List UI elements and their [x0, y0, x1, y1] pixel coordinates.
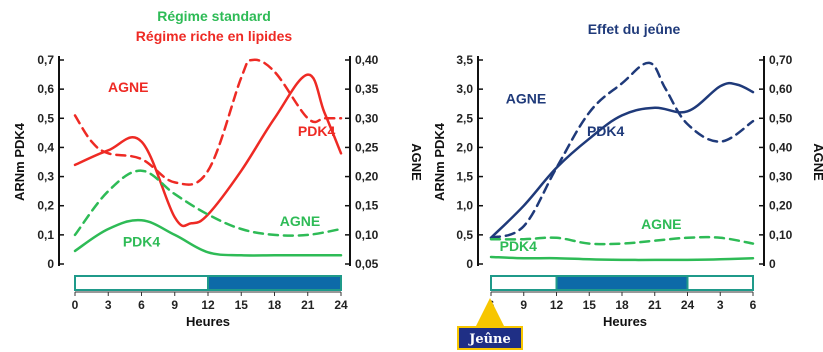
series-line-pdk4-solid — [489, 81, 755, 240]
series-label: AGNE — [641, 216, 681, 232]
y-right-tick-label: 0,40 — [355, 53, 379, 67]
series-line-agne-dashed — [73, 169, 343, 237]
x-tick-label: 15 — [235, 298, 249, 312]
y-left-tick-label: 0,5 — [456, 228, 473, 242]
y-left-tick-label: 3,0 — [456, 82, 473, 96]
x-tick-label: 3 — [105, 298, 112, 312]
y-right-tick-label: 0,60 — [769, 82, 793, 96]
x-axis-title: Heures — [603, 314, 647, 329]
x-tick-label: 9 — [520, 298, 527, 312]
time-bar-dark-segment — [207, 275, 342, 291]
chart-title-line-1: Effet du jeûne — [588, 21, 681, 37]
series-line-pdk4-solid — [73, 73, 343, 228]
series-label: AGNE — [108, 79, 148, 95]
x-tick-label: 18 — [268, 298, 282, 312]
y-left-tick-label: 0,7 — [37, 53, 54, 67]
y-left-tick-label: 0,6 — [37, 82, 54, 96]
time-bar-light-segment — [686, 275, 754, 291]
fasting-badge — [457, 326, 523, 350]
y-left-tick-label: 0 — [47, 257, 54, 271]
y-right-tick-label: 0,25 — [355, 140, 379, 154]
x-tick-label: 18 — [615, 298, 629, 312]
time-bar-dark-segment — [555, 275, 689, 291]
chart-regime: Régime standard Régime riche en lipides … — [12, 8, 424, 329]
y-left-tick-label: 1,0 — [456, 199, 473, 213]
y-left-tick-label: 0 — [466, 257, 473, 271]
y-right-tick-label: 0,10 — [355, 228, 379, 242]
y-axis-left-title: ARNm PDK4 — [432, 122, 447, 201]
x-tick-label: 3 — [717, 298, 724, 312]
series-label: PDK4 — [123, 234, 161, 250]
plot-area: 0 0,1 0,2 0,3 0,4 0,5 0,6 0,7 0,05 0,10 0,15 0,20 0,… — [37, 53, 378, 312]
series-label: PDK4 — [587, 123, 625, 139]
x-axis-title: Heures — [186, 314, 230, 329]
y-right-tick-label: 0,50 — [769, 111, 793, 125]
y-axis-left-title: ARNm PDK4 — [12, 122, 27, 201]
y-left-tick-label: 0,5 — [37, 111, 54, 125]
x-tick-label: 21 — [648, 298, 662, 312]
y-left-tick-label: 0,4 — [37, 140, 54, 154]
x-tick-label: 0 — [72, 298, 79, 312]
series-line-pdk4-solid — [73, 218, 343, 257]
y-left-tick-label: 0,3 — [37, 170, 54, 184]
series-label: PDK4 — [298, 123, 336, 139]
series-line-agne-dashed — [73, 58, 343, 186]
y-axis-right-title: AGNE — [811, 143, 823, 181]
y-left-tick-label: 1,5 — [456, 170, 473, 184]
time-bar-light-segment — [490, 275, 558, 291]
y-right-tick-label: 0,20 — [355, 170, 379, 184]
y-right-tick-label: 0,05 — [355, 257, 379, 271]
y-left-tick-label: 2,5 — [456, 111, 473, 125]
y-left-tick-label: 2,0 — [456, 140, 473, 154]
series-label: AGNE — [506, 91, 546, 107]
y-right-tick-label: 0,10 — [769, 228, 793, 242]
y-left-tick-label: 3,5 — [456, 53, 473, 67]
y-right-tick-label: 0,30 — [769, 170, 793, 184]
y-axis-right-title: AGNE — [409, 143, 424, 181]
x-tick-label: 15 — [583, 298, 597, 312]
x-tick-label: 12 — [550, 298, 564, 312]
series-line-pdk4-solid — [489, 255, 755, 262]
x-tick-label: 6 — [488, 298, 495, 312]
chart-title-line-1: Régime standard — [157, 8, 271, 24]
y-right-tick-label: 0,35 — [355, 82, 379, 96]
series-label: PDK4 — [500, 238, 538, 254]
x-tick-label: 21 — [301, 298, 315, 312]
x-tick-label: 24 — [681, 298, 695, 312]
x-tick-label: 9 — [171, 298, 178, 312]
y-right-tick-label: 0,20 — [769, 199, 793, 213]
y-right-tick-label: 0,40 — [769, 140, 793, 154]
y-right-tick-label: 0,15 — [355, 199, 379, 213]
y-right-tick-label: 0,70 — [769, 53, 793, 67]
time-bar-light-segment — [74, 275, 209, 291]
y-left-tick-label: 0,1 — [37, 228, 54, 242]
series-label: AGNE — [280, 213, 320, 229]
chart-jeune: Effet du jeûne ARNm PDK4 AGNE Heures 0 0,… — [432, 21, 823, 350]
x-tick-label: 6 — [750, 298, 757, 312]
plot-area: 0 0,5 1,0 1,5 2,0 2,5 3,0 3,5 0 0,10 0,20 0,30 0,40 0… — [456, 53, 792, 312]
fasting-marker: Jeûne — [457, 298, 523, 350]
fasting-badge-label: Jeûne — [468, 332, 511, 347]
y-left-tick-label: 0,2 — [37, 199, 54, 213]
series-line-agne-dashed — [489, 61, 755, 240]
y-right-tick-label: 0 — [769, 257, 776, 271]
y-right-tick-label: 0,30 — [355, 111, 379, 125]
x-tick-label: 6 — [138, 298, 145, 312]
x-tick-label: 12 — [201, 298, 215, 312]
x-tick-label: 24 — [334, 298, 348, 312]
chart-title-line-2: Régime riche en lipides — [136, 28, 293, 44]
